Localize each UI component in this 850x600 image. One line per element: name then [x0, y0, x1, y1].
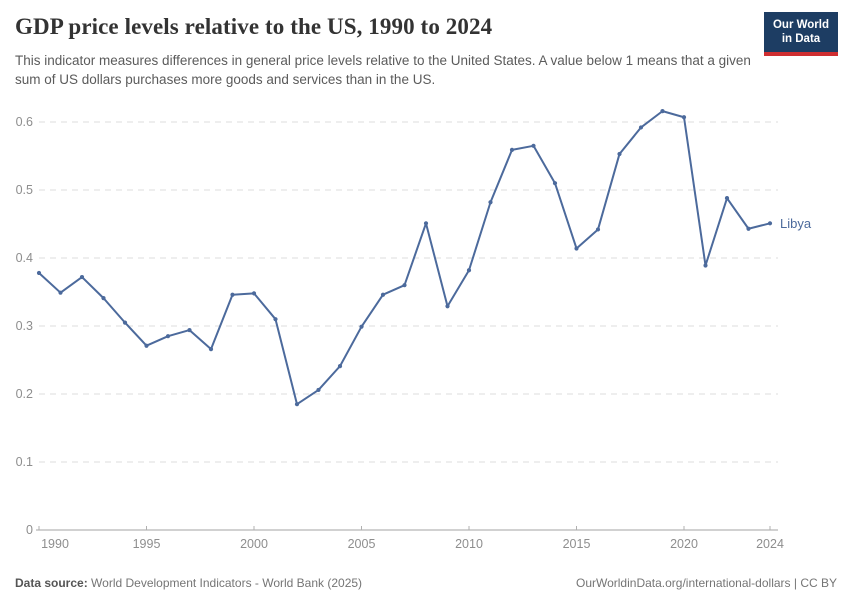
- data-point[interactable]: [380, 292, 386, 297]
- line-chart[interactable]: 0.1 0.2 0.3 0.4 0.5 0.6 0 1990 1995 2000 2005 2010 2…: [0, 90, 850, 560]
- data-point[interactable]: [617, 151, 622, 157]
- footer-link[interactable]: OurWorldinData.org/international-dollars…: [575, 576, 837, 590]
- chart-subtitle: This indicator measures differences in g…: [15, 53, 751, 88]
- x-axis-label: 2015: [563, 537, 591, 551]
- y-axis-label: 0.3: [16, 319, 33, 333]
- data-point[interactable]: [359, 324, 364, 329]
- data-point[interactable]: [402, 283, 407, 288]
- data-point[interactable]: [595, 227, 601, 232]
- x-axis-label: 2024: [756, 537, 784, 551]
- y-axis-label-zero: 0: [26, 523, 33, 537]
- data-point[interactable]: [316, 387, 321, 393]
- owid-logo-line2: in Data: [781, 33, 821, 46]
- data-point[interactable]: [531, 143, 536, 148]
- data-point[interactable]: [58, 290, 63, 295]
- y-axis-label: 0.2: [16, 387, 33, 401]
- x-axis-label: 2010: [455, 537, 483, 551]
- data-point[interactable]: [165, 334, 171, 339]
- data-point[interactable]: [681, 115, 687, 120]
- y-axis-label: 0.5: [16, 183, 33, 197]
- data-point[interactable]: [208, 347, 214, 352]
- y-axis-label: 0.4: [16, 251, 33, 265]
- data-point[interactable]: [251, 291, 257, 296]
- data-source-value: World Development Indicators - World Ban…: [91, 576, 363, 590]
- footer: Data source: World Development Indicator…: [15, 576, 837, 590]
- data-point[interactable]: [746, 226, 751, 231]
- data-point[interactable]: [466, 268, 472, 273]
- data-point[interactable]: [445, 304, 450, 309]
- data-point[interactable]: [273, 317, 278, 322]
- y-axis-label: 0.6: [16, 115, 33, 129]
- data-point[interactable]: [767, 221, 773, 226]
- data-point[interactable]: [724, 196, 730, 201]
- data-source: Data source: World Development Indicator…: [15, 576, 362, 590]
- data-point[interactable]: [660, 109, 665, 114]
- data-point[interactable]: [144, 343, 149, 348]
- owid-logo-stripe: [764, 51, 838, 56]
- x-axis-label: 2000: [240, 537, 268, 551]
- data-point[interactable]: [337, 364, 343, 369]
- y-axis-label: 0.1: [16, 455, 33, 469]
- owid-logo-line1: Our World: [772, 19, 829, 31]
- data-point[interactable]: [79, 274, 85, 280]
- data-point[interactable]: [574, 246, 579, 251]
- x-axis-label: 1995: [133, 537, 161, 551]
- x-axis-label: 1990: [41, 537, 69, 551]
- data-point[interactable]: [638, 125, 644, 130]
- data-point[interactable]: [36, 270, 42, 276]
- data-source-label: Data source:: [15, 576, 88, 590]
- data-point[interactable]: [509, 147, 515, 152]
- owid-logo[interactable]: Our World in Data: [764, 12, 838, 56]
- data-point[interactable]: [703, 263, 708, 268]
- data-point[interactable]: [101, 296, 106, 301]
- data-point[interactable]: [294, 402, 300, 407]
- page-title: GDP price levels relative to the US, 199…: [15, 14, 493, 39]
- data-point[interactable]: [423, 221, 429, 226]
- series-label-libya[interactable]: Libya: [780, 216, 812, 231]
- data-point[interactable]: [552, 181, 558, 186]
- x-axis-label: 2020: [670, 537, 698, 551]
- data-point[interactable]: [230, 292, 235, 297]
- data-point[interactable]: [187, 327, 192, 333]
- data-point[interactable]: [488, 200, 493, 205]
- owid-logo-box: Our World in Data: [764, 12, 838, 52]
- x-axis-label: 2005: [348, 537, 376, 551]
- data-point[interactable]: [122, 320, 128, 325]
